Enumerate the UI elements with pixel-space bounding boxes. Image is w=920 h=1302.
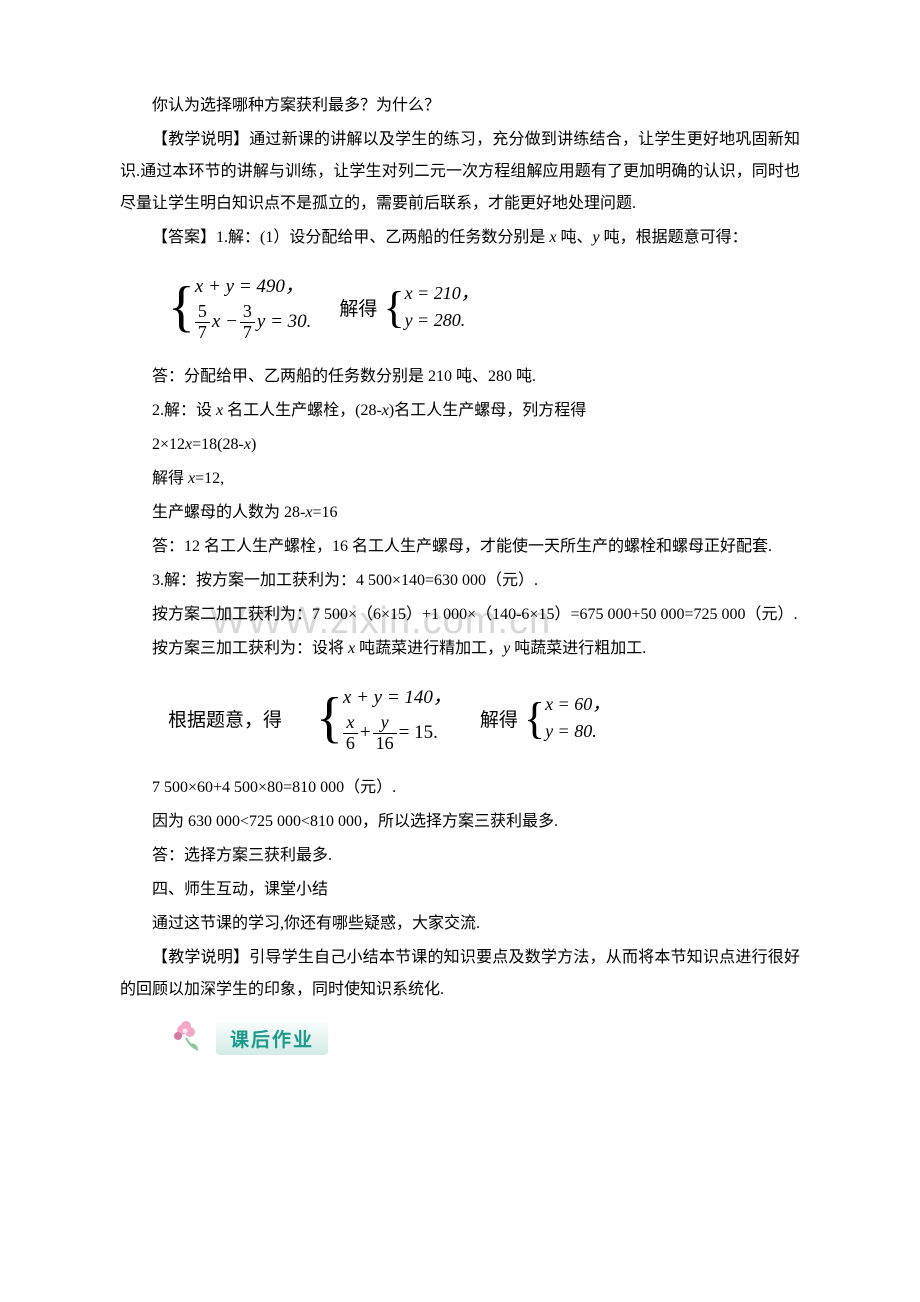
fraction: y 16 — [373, 713, 397, 754]
eq-row: x + y = 490， — [195, 272, 312, 302]
denominator: 7 — [195, 322, 210, 343]
equation-system-2: 根据题意，得 { x + y = 140， x 6 + y — [168, 683, 800, 754]
text: 吨、 — [556, 229, 592, 246]
paragraph-summary: 通过这节课的学习,你还有哪些疑惑，大家交流. — [120, 908, 800, 940]
eq-row: 5 7 x − 3 7 y = 30. — [195, 302, 312, 343]
paragraph-answer-2-nuts: 生产螺母的人数为 28-x=16 — [120, 497, 800, 529]
eq-text: = 15. — [399, 718, 438, 748]
brace-left-2: { x + y = 140， x 6 + y 16 — [316, 683, 452, 754]
text: 吨，根据题意可得： — [600, 229, 748, 246]
text: =16 — [312, 504, 337, 521]
solution-1: 解得 { x = 210， y = 280. — [339, 280, 478, 334]
equation-system-1: { x + y = 490， 5 7 x − 3 7 — [168, 272, 800, 343]
solve-label: 解得 — [339, 294, 377, 321]
section-homework: 课后作业 — [168, 1020, 800, 1057]
text: )名工人生产螺母，列方程得 — [389, 402, 586, 419]
var-x: x — [244, 436, 251, 453]
text: 吨蔬菜进行精加工， — [355, 640, 503, 657]
eq-row: x 6 + y 16 = 15. — [343, 713, 452, 754]
paragraph-answer-3-plan3-setup: 按方案三加工获利为：设将 x 吨蔬菜进行精加工，y 吨蔬菜进行粗加工. — [120, 633, 800, 665]
text: ) — [251, 436, 256, 453]
paragraph-answer-3-plan2: 按方案二加工获利为：7 500×（6×15）+1 000×（140-6×15）=… — [120, 599, 800, 631]
flower-icon — [168, 1020, 204, 1057]
paragraph-answer-2-eq: 2×12x=18(28-x) — [120, 429, 800, 461]
sol-row: y = 80. — [545, 718, 610, 745]
text: 按方案三加工获利为：设将 — [152, 640, 348, 657]
section-label-badge: 课后作业 — [216, 1022, 328, 1055]
numerator: 3 — [240, 302, 255, 322]
var-y: y — [592, 229, 599, 246]
numerator: x — [343, 713, 357, 733]
brace-icon: { — [168, 285, 195, 330]
paragraph-answer-3-calc: 7 500×60+4 500×80=810 000（元）. — [120, 772, 800, 804]
paragraph-answer-3-final: 答：选择方案三获利最多. — [120, 840, 800, 872]
text: 解得 — [152, 470, 188, 487]
paragraph-answer-3-plan1: 3.解：按方案一加工获利为：4 500×140=630 000（元）. — [120, 565, 800, 597]
paragraph-answer-2-solve: 解得 x=12, — [120, 463, 800, 495]
paragraph-answer-3-compare: 因为 630 000<725 000<810 000，所以选择方案三获利最多. — [120, 806, 800, 838]
eq-text: x − — [212, 307, 238, 337]
paragraph-question: 你认为选择哪种方案获利最多？为什么？ — [120, 90, 800, 122]
text: 生产螺母的人数为 28- — [152, 504, 305, 521]
numerator: y — [378, 713, 392, 733]
sol-row: y = 280. — [405, 307, 479, 334]
brace-left-1: { x + y = 490， 5 7 x − 3 7 — [168, 272, 311, 343]
denominator: 16 — [373, 733, 397, 754]
numerator: 5 — [195, 302, 210, 322]
brace-icon: { — [383, 288, 404, 328]
paragraph-answer-2-final: 答：12 名工人生产螺栓，16 名工人生产螺母，才能使一天所生产的螺栓和螺母正好… — [120, 531, 800, 563]
sol-row: x = 210， — [405, 280, 479, 307]
text: 吨蔬菜进行粗加工. — [510, 640, 646, 657]
denominator: 7 — [240, 322, 255, 343]
text: =18(28- — [192, 436, 244, 453]
section-heading-4: 四、师生互动，课堂小结 — [120, 874, 800, 906]
sol-row: x = 60， — [545, 691, 610, 718]
eq-row: x + y = 140， — [343, 683, 452, 713]
fraction: 5 7 — [195, 302, 210, 343]
solve-label: 解得 — [480, 705, 518, 732]
brace-icon: { — [524, 699, 545, 739]
section-label-text: 课后作业 — [230, 1030, 314, 1051]
eq-text: x + y = 140， — [343, 683, 452, 713]
paragraph-teaching-note-1: 【教学说明】通过新课的讲解以及学生的练习，充分做到讲练结合，让学生更好地巩固新知… — [120, 124, 800, 220]
paragraph-teaching-note-2: 【教学说明】引导学生自己小结本节课的知识要点及数学方法，从而将本节知识点进行很好… — [120, 942, 800, 1006]
paragraph-answer-2-setup: 2.解：设 x 名工人生产螺栓，(28-x)名工人生产螺母，列方程得 — [120, 395, 800, 427]
paragraph-answer-1-intro: 【答案】1.解：(1）设分配给甲、乙两船的任务数分别是 x 吨、y 吨，根据题意… — [120, 222, 800, 254]
denominator: 6 — [343, 733, 358, 754]
eq-text: x + y = 490， — [195, 272, 304, 302]
text: 名工人生产螺栓，(28- — [223, 402, 382, 419]
brace-icon: { — [316, 696, 343, 741]
solution-2: 解得 { x = 60， y = 80. — [480, 691, 610, 745]
var-x: x — [382, 402, 389, 419]
text: =12, — [195, 470, 224, 487]
paragraph-answer-1-final: 答：分配给甲、乙两船的任务数分别是 210 吨、280 吨. — [120, 361, 800, 393]
fraction: 3 7 — [240, 302, 255, 343]
text: 【答案】1.解：(1）设分配给甲、乙两船的任务数分别是 — [152, 229, 549, 246]
text: 2×12 — [152, 436, 185, 453]
eq-text: y = 30. — [257, 307, 312, 337]
eq-text: + — [360, 718, 371, 748]
pre-label: 根据题意，得 — [168, 705, 282, 732]
text: 2.解：设 — [152, 402, 216, 419]
fraction: x 6 — [343, 713, 358, 754]
